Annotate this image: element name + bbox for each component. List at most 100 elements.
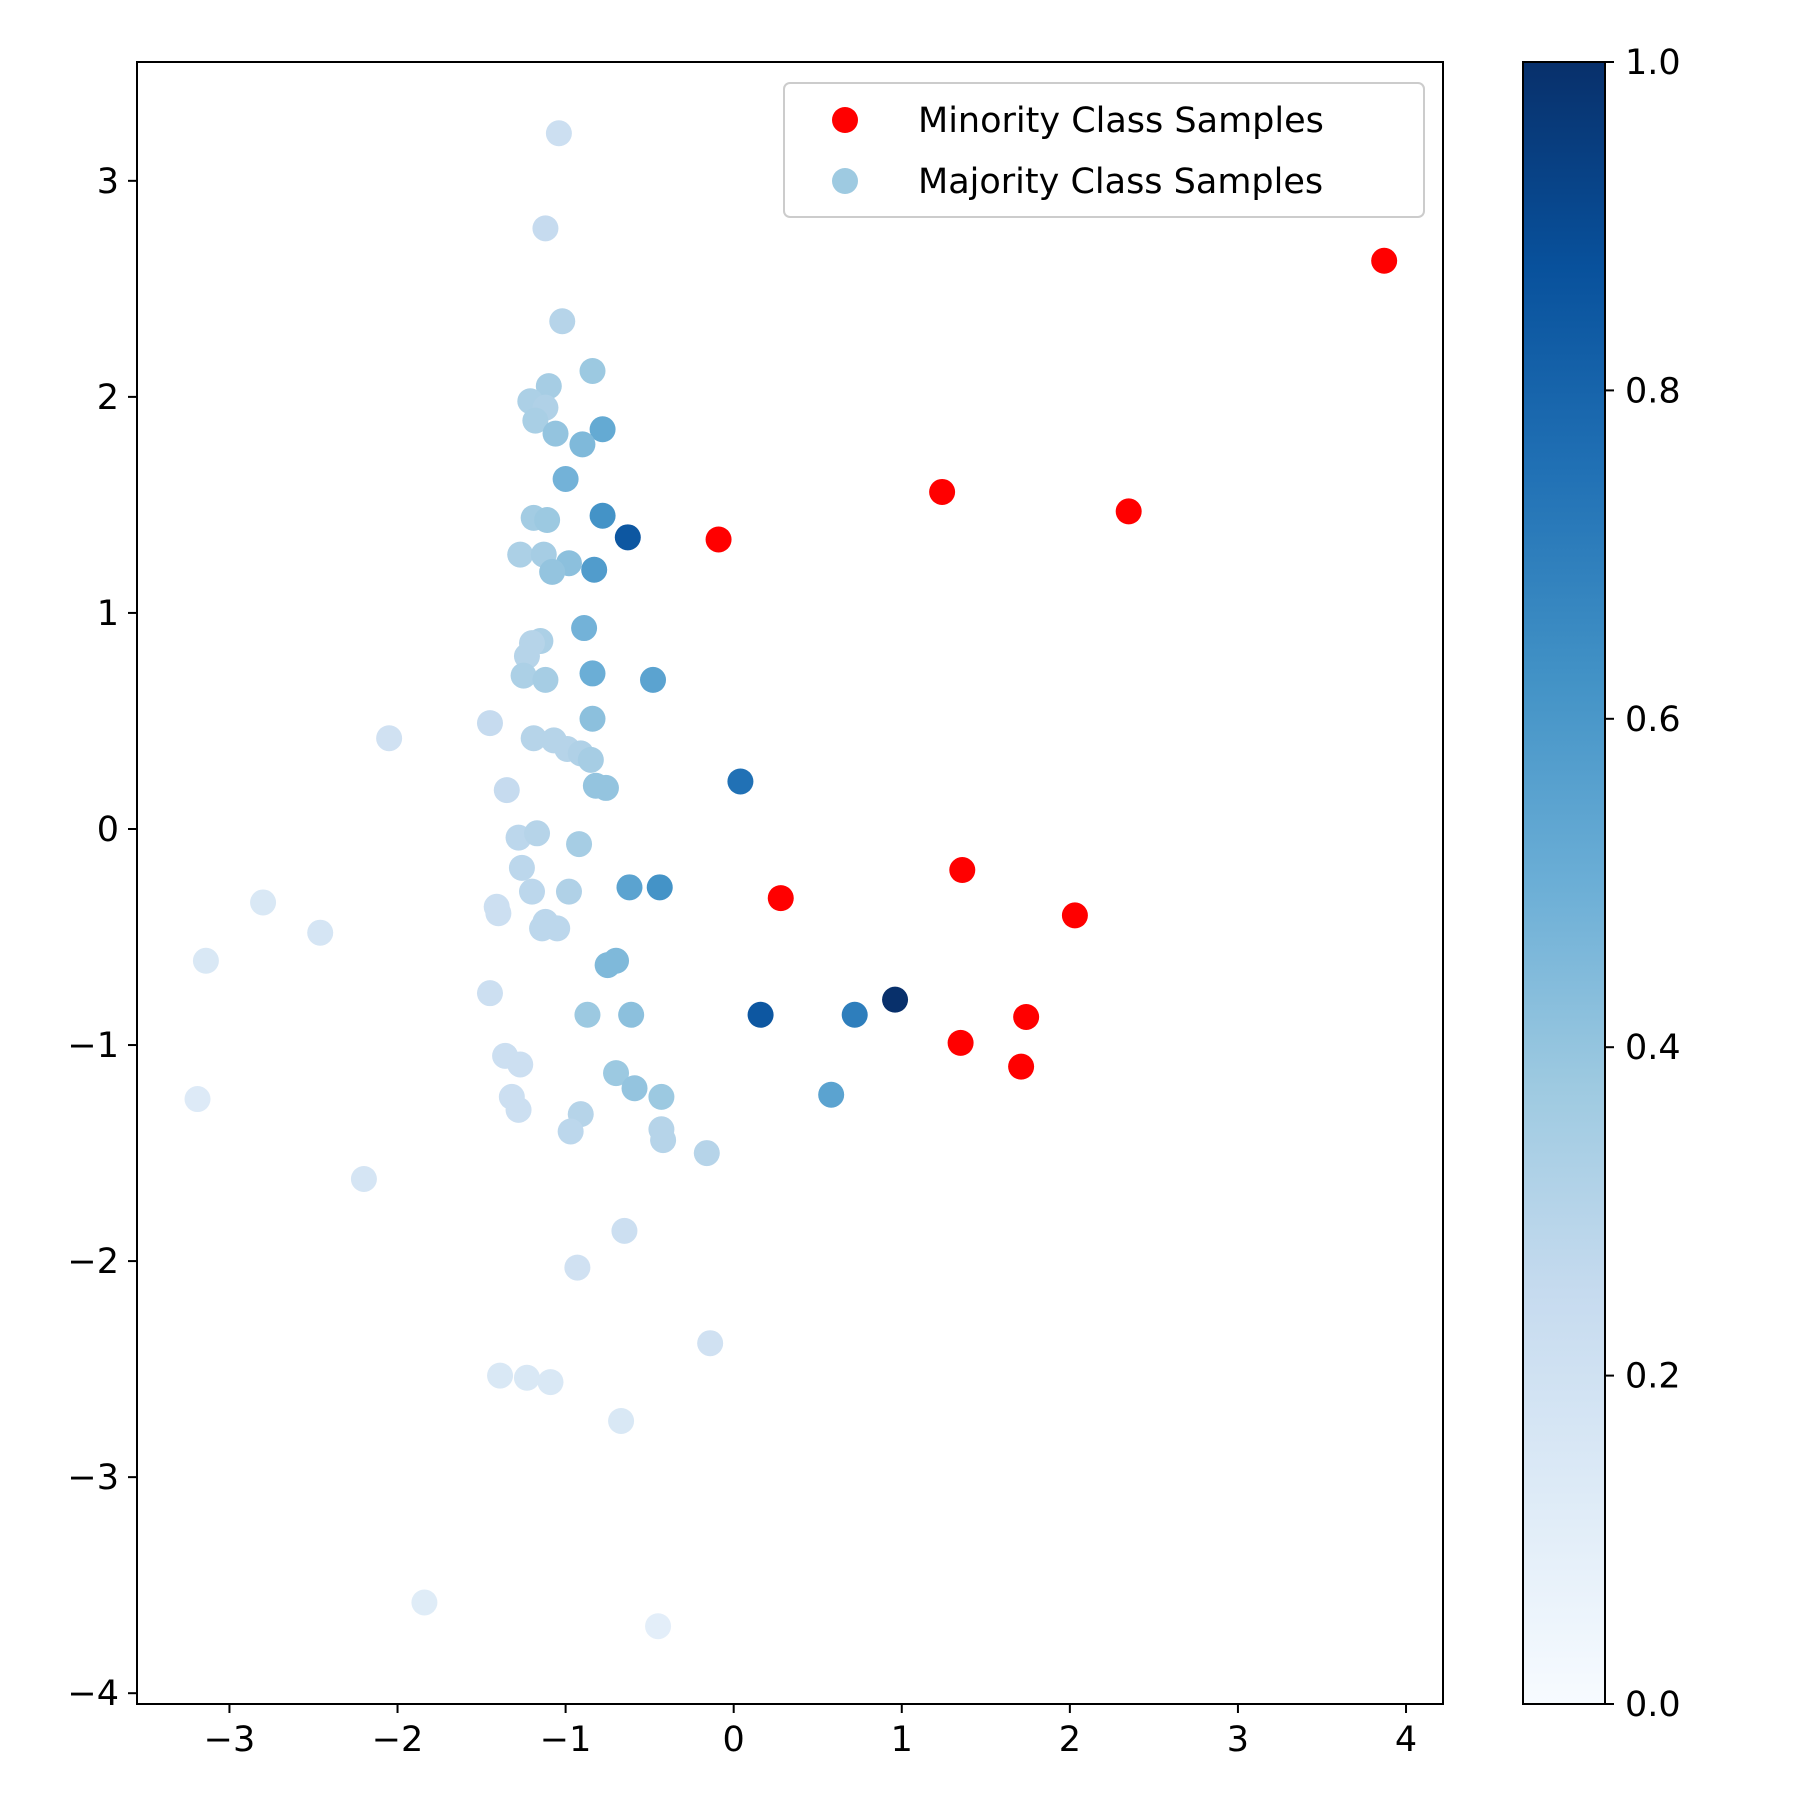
majority-point-30 xyxy=(476,710,503,737)
majority-point-36 xyxy=(577,746,604,773)
majority-point-47 xyxy=(518,878,545,905)
majority-point-80 xyxy=(611,1217,638,1244)
majority-point-79 xyxy=(350,1165,377,1192)
majority-point-29 xyxy=(579,705,606,732)
minority-point-6 xyxy=(1061,902,1088,929)
majority-point-9 xyxy=(589,416,616,443)
majority-point-88 xyxy=(645,1613,672,1640)
x-tick-label: 1 xyxy=(891,1720,913,1760)
majority-point-25 xyxy=(579,660,606,687)
minority-point-1 xyxy=(929,478,956,505)
colorbar-tick-label: 0.4 xyxy=(1625,1028,1681,1068)
x-tick-label: 2 xyxy=(1059,1720,1081,1760)
minority-point-4 xyxy=(949,857,976,884)
y-tick-label: −3 xyxy=(67,1458,119,1498)
x-tick-label: −3 xyxy=(204,1720,256,1760)
minority-point-3 xyxy=(705,526,732,553)
majority-point-62 xyxy=(618,1001,645,1028)
colorbar-gradient xyxy=(1522,61,1606,1705)
majority-point-43 xyxy=(566,831,593,858)
majority-point-86 xyxy=(608,1407,635,1434)
majority-point-32 xyxy=(520,725,547,752)
majority-point-84 xyxy=(513,1364,540,1391)
majority-point-69 xyxy=(818,1081,845,1108)
minority-point-0 xyxy=(1371,247,1398,274)
x-axis: −3 −2 −1 0 1 2 3 4 xyxy=(204,1704,1417,1760)
majority-point-61 xyxy=(574,1001,601,1028)
majority-point-16 xyxy=(507,541,534,568)
y-axis: −4 −3 −2 −1 0 1 2 3 xyxy=(67,162,137,1714)
majority-point-78 xyxy=(693,1140,720,1167)
majority-point-66 xyxy=(507,1051,534,1078)
majority-point-4 xyxy=(535,373,562,400)
colorbar-tick-label: 0.8 xyxy=(1625,371,1681,411)
majority-point-45 xyxy=(616,874,643,901)
majority-point-58 xyxy=(594,952,621,979)
majority-point-73 xyxy=(505,1096,532,1123)
y-tick-label: 2 xyxy=(97,378,119,418)
y-tick-label: −4 xyxy=(67,1674,119,1714)
x-tick-label: −2 xyxy=(372,1720,424,1760)
majority-point-64 xyxy=(841,1001,868,1028)
colorbar: 0.0 0.2 0.4 0.6 0.8 1.0 xyxy=(1522,43,1681,1725)
majority-point-60 xyxy=(882,986,909,1013)
majority-point-15 xyxy=(534,507,561,534)
x-tick-label: 3 xyxy=(1227,1720,1249,1760)
y-tick-label: −2 xyxy=(67,1242,119,1282)
x-tick-label: −1 xyxy=(540,1720,592,1760)
majority-point-68 xyxy=(621,1075,648,1102)
colorbar-tick-label: 0.0 xyxy=(1625,1685,1681,1725)
legend-marker-minority xyxy=(832,107,858,133)
colorbar-ticks: 0.0 0.2 0.4 0.6 0.8 1.0 xyxy=(1605,43,1681,1725)
majority-point-21 xyxy=(571,615,598,642)
x-tick-label: 0 xyxy=(723,1720,745,1760)
majority-point-72 xyxy=(184,1086,211,1113)
y-tick-label: 3 xyxy=(97,162,119,202)
majority-point-46 xyxy=(646,874,673,901)
majority-point-37 xyxy=(727,768,754,795)
legend-box xyxy=(783,82,1425,218)
majority-point-20 xyxy=(581,556,608,583)
colorbar-tick-label: 0.6 xyxy=(1625,700,1681,740)
majority-point-28 xyxy=(532,666,559,693)
majority-point-53 xyxy=(307,919,334,946)
majority-point-27 xyxy=(510,662,537,689)
majority-point-8 xyxy=(542,420,569,447)
minority-point-5 xyxy=(767,885,794,912)
majority-point-12 xyxy=(589,502,616,529)
legend: Minority Class Samples Majority Class Sa… xyxy=(783,82,1425,218)
majority-point-51 xyxy=(485,900,512,927)
majority-point-10 xyxy=(569,431,596,458)
majority-point-77 xyxy=(650,1127,677,1154)
minority-point-8 xyxy=(947,1029,974,1056)
x-tick-label: 4 xyxy=(1395,1720,1417,1760)
majority-point-31 xyxy=(376,725,403,752)
minority-point-2 xyxy=(1115,498,1142,525)
majority-point-75 xyxy=(557,1118,584,1145)
majority-point-0 xyxy=(545,120,572,147)
colorbar-tick-label: 0.2 xyxy=(1625,1357,1681,1397)
legend-label-majority: Majority Class Samples xyxy=(918,162,1323,202)
minority-point-9 xyxy=(1008,1053,1035,1080)
majority-point-42 xyxy=(524,820,551,847)
majority-point-59 xyxy=(476,980,503,1007)
majority-point-85 xyxy=(537,1369,564,1396)
majority-point-63 xyxy=(747,1001,774,1028)
legend-marker-majority xyxy=(832,168,858,194)
majority-point-70 xyxy=(648,1083,675,1110)
data-points xyxy=(184,120,1398,1640)
majority-point-56 xyxy=(192,947,219,974)
majority-point-3 xyxy=(579,357,606,384)
majority-point-26 xyxy=(640,666,667,693)
majority-point-55 xyxy=(544,915,571,942)
minority-point-7 xyxy=(1013,1003,1040,1030)
majority-point-24 xyxy=(513,643,540,670)
majority-point-44 xyxy=(508,854,535,881)
majority-point-40 xyxy=(493,777,520,804)
colorbar-tick-label: 1.0 xyxy=(1625,43,1681,83)
majority-point-67 xyxy=(603,1060,630,1087)
y-tick-label: 0 xyxy=(97,810,119,850)
majority-point-81 xyxy=(564,1254,591,1281)
